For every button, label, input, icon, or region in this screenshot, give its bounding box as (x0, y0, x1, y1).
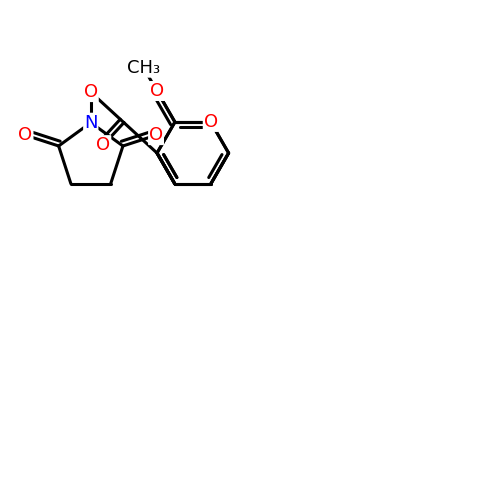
Text: O: O (150, 82, 164, 100)
Text: O: O (149, 126, 163, 144)
Text: N: N (84, 114, 98, 132)
Text: O: O (96, 136, 110, 154)
Text: O: O (18, 126, 32, 144)
Text: CH₃: CH₃ (127, 59, 160, 77)
Text: O: O (84, 83, 98, 101)
Text: O: O (150, 82, 164, 100)
Text: O: O (204, 113, 218, 131)
